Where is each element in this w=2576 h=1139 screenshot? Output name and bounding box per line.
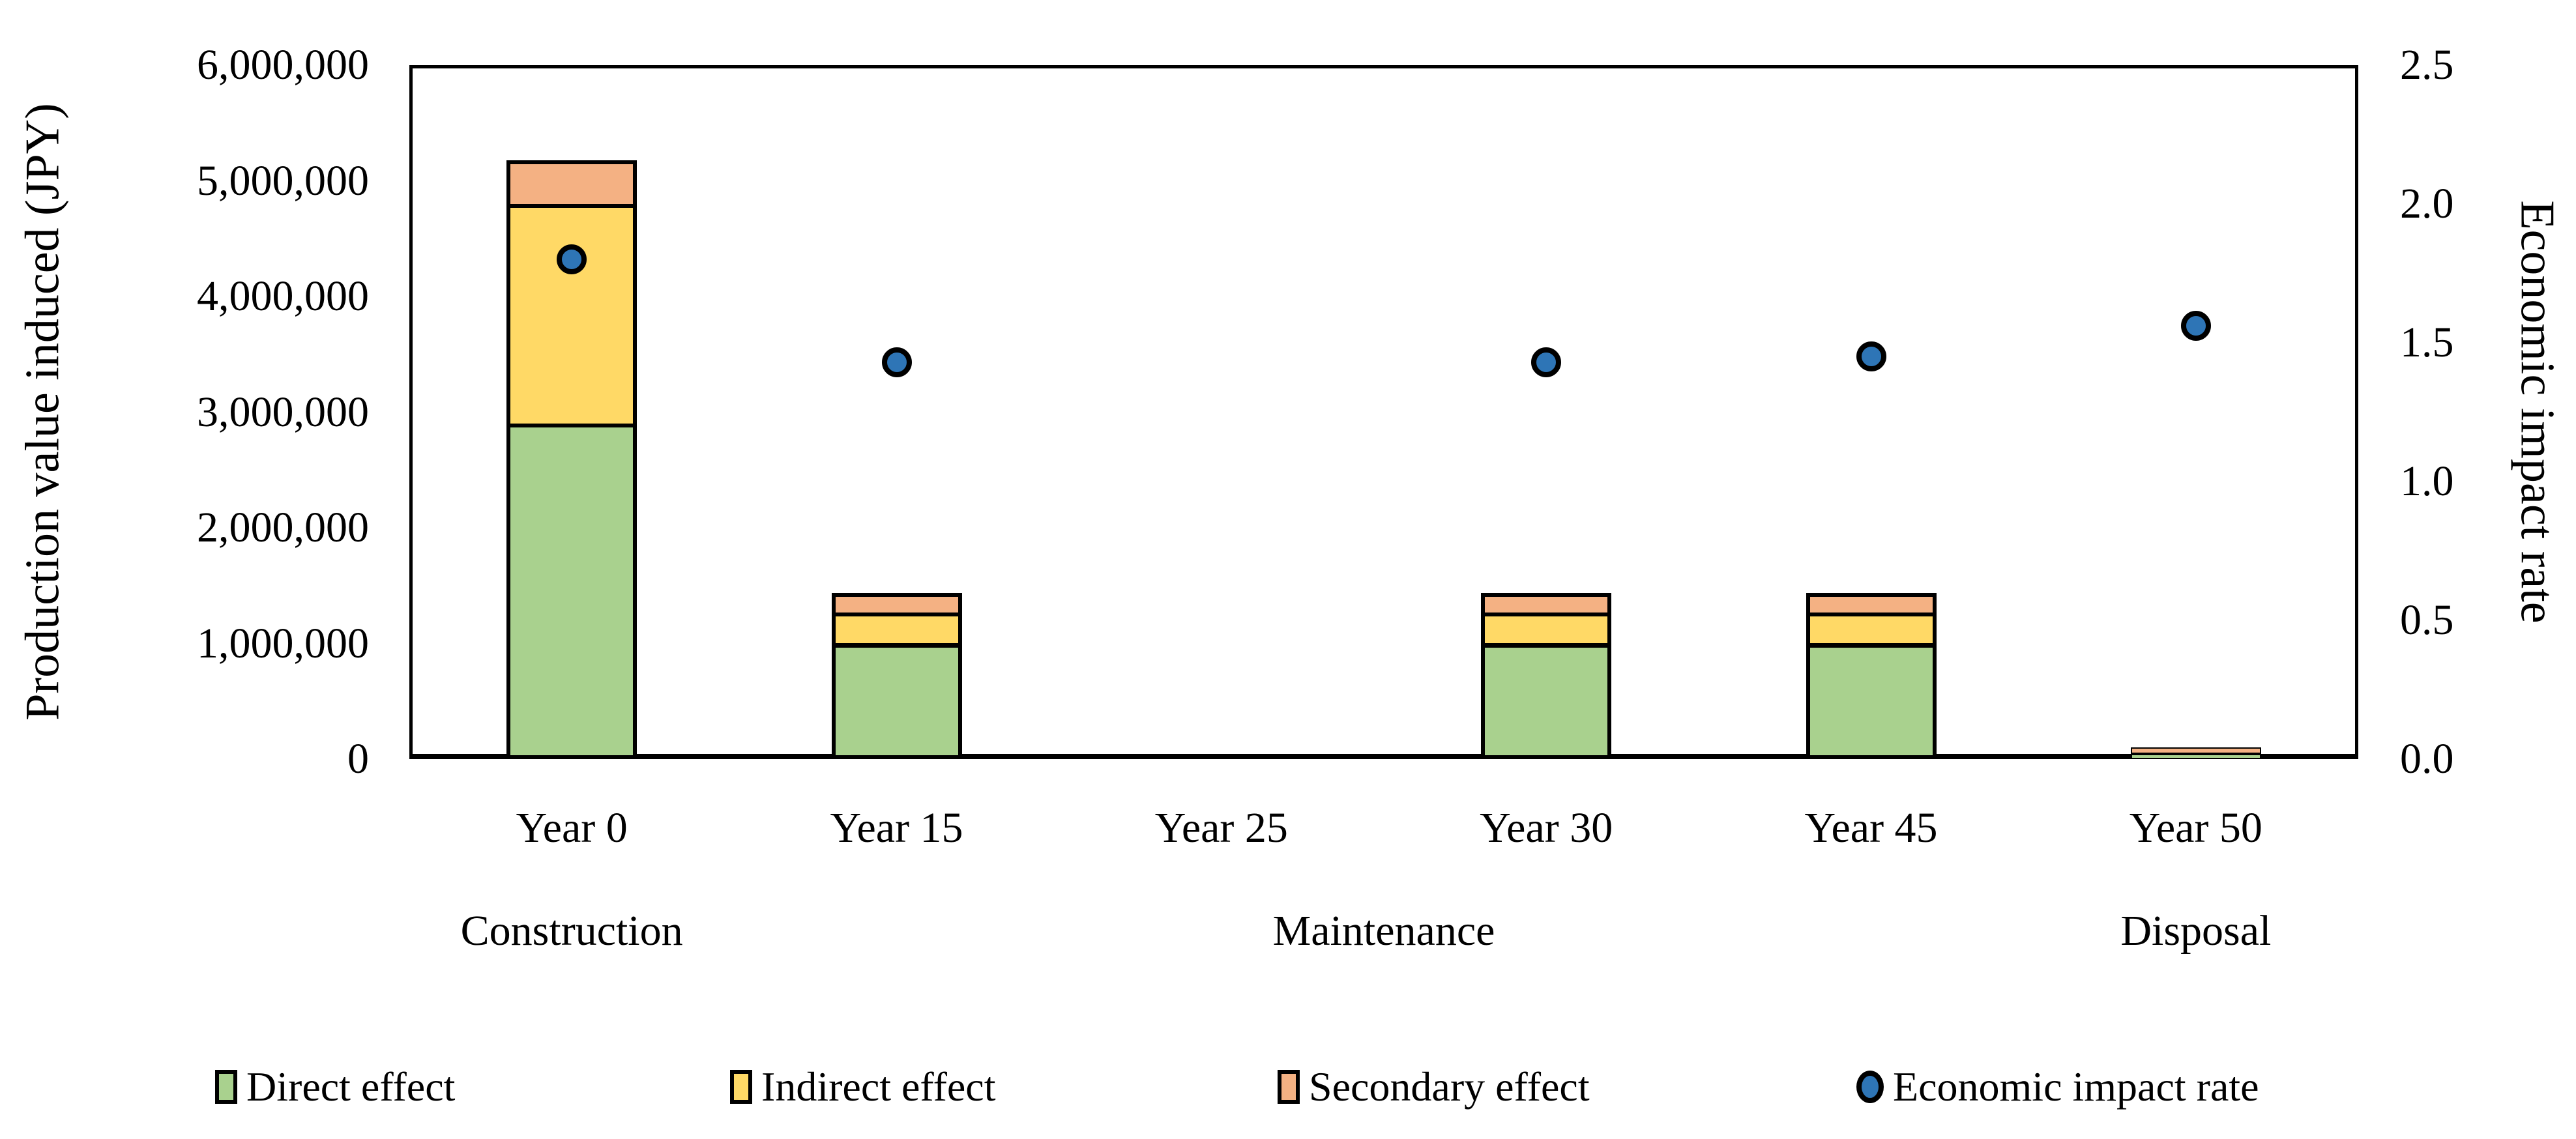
bar-segment-secondary-effect: [506, 160, 637, 208]
left-axis-tick-label: 5,000,000: [197, 156, 369, 205]
legend-swatch-icon: [1278, 1070, 1300, 1104]
left-axis-tick-label: 2,000,000: [197, 504, 369, 551]
left-axis-tick-label: 4,000,000: [197, 272, 369, 320]
economic-impact-rate-marker: [557, 244, 587, 275]
plot-area: [409, 65, 2358, 759]
right-axis-title: Economic impact rate: [2510, 200, 2564, 624]
right-axis-tick-label: 2.0: [2400, 180, 2454, 227]
x-axis-label-year-25: Year 25: [1154, 804, 1288, 852]
legend-label: Economic impact rate: [1893, 1063, 2259, 1110]
bar-segment-direct-effect: [1806, 643, 1937, 759]
economic-impact-rate-marker: [1531, 347, 1562, 377]
legend-label: Secondary effect: [1309, 1063, 1590, 1110]
x-axis-label-year-50: Year 50: [2129, 804, 2262, 852]
legend-item-economic-impact-rate: Economic impact rate: [1856, 1062, 2259, 1112]
x-axis-label-year-45: Year 45: [1804, 804, 1938, 852]
legend-swatch-icon: [215, 1070, 237, 1104]
legend-label: Indirect effect: [761, 1063, 996, 1110]
bar-segment-direct-effect: [1481, 643, 1612, 759]
legend-item-indirect-effect: Indirect effect: [730, 1062, 995, 1112]
bar-segment-indirect-effect: [831, 613, 962, 648]
left-axis-tick-label: 3,000,000: [197, 388, 369, 436]
legend-marker-icon: [1856, 1071, 1884, 1103]
bar-segment-indirect-effect: [506, 204, 637, 428]
phase-label-disposal: Disposal: [2120, 907, 2272, 955]
bar-segment-direct-effect: [506, 424, 637, 759]
legend-item-direct-effect: Direct effect: [215, 1062, 455, 1112]
economic-impact-rate-marker: [2180, 311, 2211, 341]
legend-label: Direct effect: [246, 1063, 456, 1110]
x-axis-label-year-30: Year 30: [1480, 804, 1613, 852]
right-axis-tick-label: 0.5: [2400, 596, 2454, 644]
x-axis-label-year-0: Year 0: [516, 804, 628, 852]
left-axis-tick-label: 6,000,000: [197, 41, 369, 89]
bar-segment-secondary-effect: [1481, 593, 1612, 617]
bar-segment-secondary-effect: [831, 593, 962, 617]
right-axis-tick-label: 1.0: [2400, 457, 2454, 505]
bar-segment-secondary-effect: [2130, 747, 2261, 755]
left-axis-tick-label: 0: [347, 735, 369, 783]
right-axis-tick-label: 0.0: [2400, 735, 2454, 783]
bar-segment-indirect-effect: [1481, 613, 1612, 648]
x-axis-label-year-15: Year 15: [830, 804, 963, 852]
phase-label-construction: Construction: [460, 907, 683, 955]
bar-segment-indirect-effect: [1806, 613, 1937, 648]
phase-label-maintenance: Maintenance: [1272, 907, 1495, 955]
right-axis-tick-label: 1.5: [2400, 319, 2454, 366]
economic-impact-rate-marker: [1856, 341, 1886, 372]
legend-swatch-icon: [730, 1070, 752, 1104]
economic-impact-rate-marker: [881, 347, 912, 377]
left-axis-tick-label: 1,000,000: [197, 619, 369, 667]
bar-segment-direct-effect: [831, 643, 962, 759]
bar-segment-secondary-effect: [1806, 593, 1937, 617]
legend-item-secondary-effect: Secondary effect: [1278, 1062, 1590, 1112]
right-axis-tick-label: 2.5: [2400, 41, 2454, 89]
